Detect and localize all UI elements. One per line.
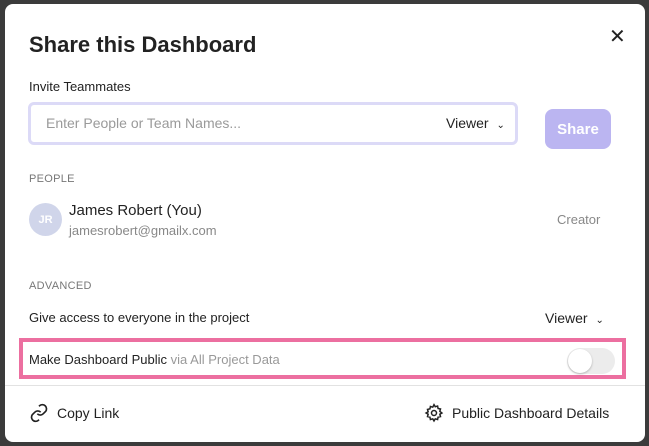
link-icon	[30, 403, 48, 423]
copy-link-label: Copy Link	[57, 405, 120, 421]
invite-field: Viewer ⌄	[28, 102, 518, 145]
invite-role-dropdown[interactable]: Viewer ⌄	[446, 115, 505, 131]
invite-role-label: Viewer	[446, 115, 489, 131]
chevron-down-icon: ⌄	[496, 120, 505, 131]
modal-title: Share this Dashboard	[29, 32, 257, 57]
share-dashboard-modal: Share this Dashboard ✕ Invite Teammates …	[5, 4, 645, 442]
share-button[interactable]: Share	[545, 109, 611, 149]
invite-label: Invite Teammates	[29, 79, 131, 94]
public-toggle[interactable]	[567, 348, 615, 374]
gear-icon	[424, 403, 444, 423]
advanced-section-label: ADVANCED	[29, 280, 92, 292]
person-role: Creator	[557, 212, 601, 227]
person-email: jamesrobert@gmailx.com	[69, 223, 217, 238]
copy-link-button[interactable]: Copy Link	[29, 403, 119, 423]
public-label: Make Dashboard Public	[29, 352, 168, 367]
close-icon[interactable]: ✕	[609, 26, 626, 48]
public-dashboard-details-button[interactable]: Public Dashboard Details	[424, 403, 609, 423]
public-dashboard-details-label: Public Dashboard Details	[452, 405, 610, 421]
public-sublabel: via All Project Data	[170, 352, 280, 367]
avatar: JR	[29, 203, 62, 236]
chevron-down-icon: ⌄	[595, 315, 604, 326]
people-section-label: PEOPLE	[29, 173, 75, 185]
project-access-dropdown[interactable]: Viewer ⌄	[545, 310, 604, 326]
invite-input[interactable]	[44, 114, 428, 132]
project-access-role: Viewer	[545, 310, 588, 326]
footer-divider	[5, 385, 645, 386]
public-toggle-label: Make Dashboard Public via All Project Da…	[29, 352, 280, 367]
public-highlight-box	[19, 338, 626, 379]
person-name: James Robert (You)	[69, 202, 202, 219]
project-access-label: Give access to everyone in the project	[29, 310, 250, 325]
toggle-knob	[568, 349, 592, 373]
